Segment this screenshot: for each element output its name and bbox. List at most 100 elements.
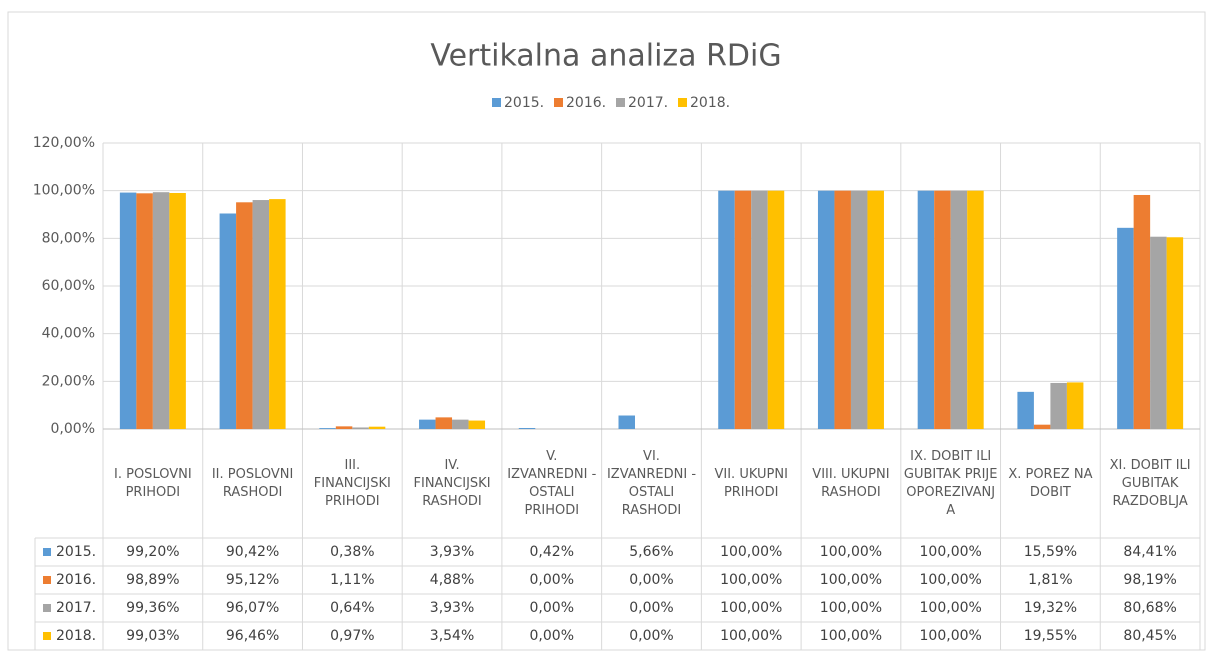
table-cell: 15,59% [1023,544,1078,560]
table-cell: 3,54% [429,628,475,644]
bar [1150,236,1167,429]
table-cell: 3,93% [429,600,475,616]
x-tick-label: IX. DOBIT ILI GUBITAK PRIJE OPOREZIVANJA [903,448,998,518]
table-cell: 100,00% [819,600,883,616]
bar [834,190,851,429]
table-cell: 100,00% [819,544,883,560]
x-tick-label: VII. UKUPNI PRIHODI [714,466,788,500]
table-cell: 98,89% [126,572,180,588]
table-cell: 3,93% [429,544,475,560]
bar [1050,382,1067,429]
bar [119,192,137,429]
bar [368,426,386,429]
bar [867,190,884,429]
table-cell: 0,00% [629,628,674,644]
table-cell: 0,64% [330,600,375,616]
bar [468,420,486,429]
bar [817,190,835,429]
table-legend-swatch [43,632,51,640]
table-row-label: 2016. [56,572,96,588]
table-cell: 96,07% [225,600,280,616]
bar [1166,237,1184,429]
bar [452,419,469,429]
y-tick-label: 60,00% [42,278,95,294]
table-cell: 99,36% [126,600,180,616]
table-cell: 80,45% [1123,628,1177,644]
table-row-label: 2017. [56,600,96,616]
table-row-label: 2018. [56,628,96,644]
bar [950,190,968,429]
table-cell: 1,11% [330,572,375,588]
table-cell: 100,00% [720,600,783,616]
bar [319,428,336,429]
bar [734,190,752,429]
table-legend-swatch [43,604,51,612]
bar [751,190,768,429]
bar [1117,227,1134,429]
table-cell: 100,00% [919,600,982,616]
table-cell: 98,19% [1123,572,1177,588]
bar [1066,382,1084,429]
table-cell: 100,00% [720,544,783,560]
legend-swatch [678,98,687,107]
table-cell: 0,38% [330,544,375,560]
bar [252,200,270,429]
x-tick-label: I. POSLOVNI PRIHODI [114,466,192,500]
legend-label: 2018. [690,95,730,111]
table-legend-swatch [43,576,51,584]
table-cell: 100,00% [919,572,982,588]
table-row-label: 2015. [56,544,96,560]
legend-swatch [616,98,625,107]
bar [219,213,237,429]
y-tick-label: 20,00% [42,373,95,389]
table-legend-swatch [43,548,51,556]
table-cell: 0,00% [529,572,574,588]
bar [967,190,984,429]
bar [718,190,735,429]
table-cell: 96,46% [225,628,280,644]
legend-swatch [554,98,563,107]
table-cell: 100,00% [919,544,982,560]
y-tick-label: 120,00% [33,135,95,151]
bar [352,427,369,429]
y-tick-label: 0,00% [51,421,95,437]
y-tick-label: 80,00% [42,230,95,246]
x-tick-label: VIII. UKUPNI RASHODI [812,466,890,500]
table-cell: 100,00% [919,628,982,644]
bar [1033,424,1051,429]
bar [618,415,635,429]
bar [518,427,536,429]
legend-swatch [492,98,501,107]
x-tick-label: II. POSLOVNI RASHODI [211,466,294,500]
bar [850,190,868,429]
x-tick-label: X. POREZ NA DOBIT [1008,466,1093,500]
bar [1017,391,1034,429]
table-cell: 100,00% [720,628,783,644]
chart-title: Vertikalna analiza RDiG [430,39,781,74]
bar [934,190,951,429]
bar [917,190,935,429]
table-cell: 0,42% [529,544,574,560]
x-tick-label: IV. FINANCIJSKI RASHODI [413,457,491,509]
table-cell: 0,00% [529,628,574,644]
table-cell: 100,00% [720,572,783,588]
legend-label: 2017. [628,95,668,111]
table-cell: 99,20% [126,544,180,560]
table-cell: 19,32% [1023,600,1078,616]
bar [269,199,286,429]
x-tick-label: III. FINANCIJSKI PRIHODI [313,457,391,509]
bar [236,202,253,429]
bar [435,417,453,429]
table-cell: 0,00% [529,600,574,616]
bar [335,426,353,429]
x-tick-label: V. IZVANREDNI - OSTALI PRIHODI [507,448,597,518]
table-cell: 84,41% [1123,544,1177,560]
table-cell: 0,00% [629,572,674,588]
table-cell: 0,00% [629,600,674,616]
bar [1133,194,1151,429]
bar [136,193,153,429]
table-cell: 90,42% [225,544,280,560]
legend-label: 2015. [504,95,544,111]
